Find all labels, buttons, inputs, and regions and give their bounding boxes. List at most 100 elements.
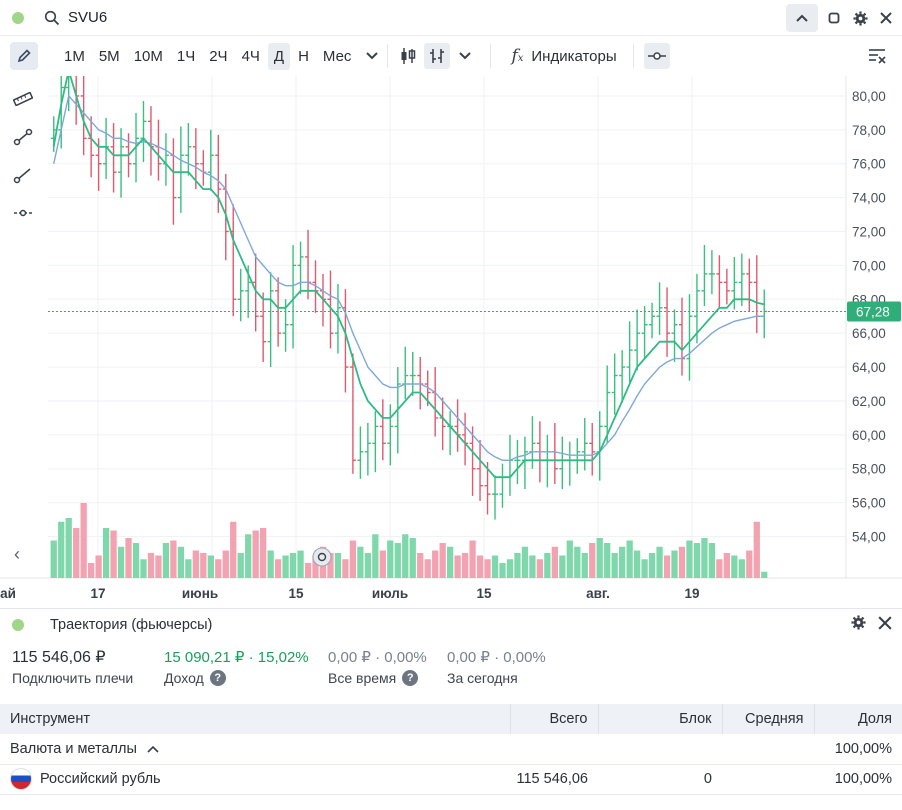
collapse-tools-arrow[interactable]: ‹ (14, 544, 20, 564)
help-icon[interactable]: ? (402, 670, 419, 686)
today-value: 0,00 ₽ · 0,00% (447, 649, 546, 666)
ohlc-bar (514, 439, 521, 484)
period-button[interactable]: 2Ч (209, 47, 228, 65)
draw-tool-button[interactable] (10, 42, 38, 70)
x-tick-label: 15 (476, 586, 492, 601)
ohlc-bar (746, 258, 753, 312)
volume-bar (566, 540, 573, 578)
ohlc-bar (267, 272, 274, 368)
instruments-table: Инструмент Всего Блок Средняя Доля Валют… (0, 704, 902, 795)
today-stat: 0,00 ₽ · 0,00% За сегодня (447, 648, 546, 686)
bar-chart-type-button[interactable] (424, 43, 451, 69)
y-tick-label: 74,00 (852, 191, 886, 206)
ohlc-bar (88, 116, 95, 178)
y-tick-label: 64,00 (852, 360, 886, 375)
indicators-button[interactable]: fx Индикаторы (505, 46, 622, 66)
column-header-instrument[interactable]: Инструмент (0, 704, 511, 734)
ohlc-bar (372, 411, 379, 473)
ruler-tool[interactable] (10, 88, 36, 110)
table-row[interactable]: Российский рубль 115 546,06 0 100,00% (0, 764, 902, 795)
settings-button[interactable] (850, 4, 870, 32)
period-button[interactable]: 1М (64, 47, 85, 65)
volume-bar (50, 540, 57, 578)
collapse-button[interactable] (786, 4, 818, 32)
portfolio-title[interactable]: Траектория (фьючерсы) (50, 616, 213, 633)
crosshair-icon (647, 52, 666, 60)
volume-bar (207, 555, 214, 578)
top-bar: SVU6 (0, 0, 902, 36)
price-chart[interactable]: 80,00 78,00 76,00 74,00 72,00 70,00 68,00 66,00… (0, 76, 902, 606)
volume-bar (222, 550, 229, 578)
ray-tool[interactable] (10, 164, 36, 186)
search-icon[interactable] (44, 10, 60, 26)
total-value: 115 546,06 ₽ (12, 649, 106, 666)
ohlc-bar (462, 412, 469, 466)
total-cell: 115 546,06 (510, 764, 598, 795)
ohlc-bar (140, 101, 147, 163)
chart-toolbar: 1М 5М 10М 1Ч 2Ч 4Ч Д Н Мес fx Индикаторы (0, 36, 902, 76)
trend-line-tool[interactable] (10, 126, 36, 148)
period-button[interactable]: Н (298, 47, 309, 65)
help-icon[interactable]: ? (209, 670, 226, 686)
volume-bar (132, 543, 140, 578)
ohlc-bar (492, 475, 499, 520)
ohlc-bar (260, 292, 267, 362)
ohlc-bar (499, 463, 506, 508)
volume-bar (514, 553, 521, 578)
volume-bar (761, 571, 768, 578)
group-row[interactable]: Валюта и металлы 100,00% (0, 734, 902, 765)
volume-bar (701, 538, 708, 578)
maximize-button[interactable] (824, 4, 844, 32)
volume-bar (65, 518, 72, 578)
ohlc-bar (604, 365, 611, 444)
close-button[interactable] (876, 4, 896, 32)
volume-bar (245, 534, 252, 578)
toolbar-divider (387, 44, 389, 68)
volume-bar (409, 538, 416, 578)
last-price-label: 67,28 (856, 304, 890, 319)
period-button[interactable]: Д (267, 42, 291, 70)
price-chart-svg[interactable]: 80,0078,0076,0074,0072,0070,0068,0066,00… (0, 76, 902, 606)
volume-bar (484, 559, 491, 578)
ohlc-bar (656, 282, 663, 335)
x-tick-label: ай (0, 586, 16, 601)
horizontal-line-tool[interactable] (10, 202, 36, 224)
volume-bar (708, 543, 716, 578)
y-tick-label: 56,00 (852, 496, 886, 511)
volume-bar (297, 550, 304, 578)
close-icon[interactable] (878, 615, 892, 630)
period-button[interactable]: Мес (322, 47, 352, 65)
column-header-share[interactable]: Доля (814, 704, 902, 734)
clear-drawings-button[interactable] (868, 48, 886, 67)
period-button[interactable]: 4Ч (241, 47, 260, 65)
ohlc-bar (177, 126, 184, 213)
group-cell[interactable]: Валюта и металлы (0, 734, 814, 765)
ohlc-bar (731, 256, 738, 310)
column-header-block[interactable]: Блок (598, 704, 723, 734)
ohlc-bar (275, 277, 282, 347)
gear-icon[interactable] (851, 615, 866, 630)
period-button[interactable]: 1Ч (176, 47, 196, 65)
ticker-symbol[interactable]: SVU6 (68, 9, 108, 26)
chevron-down-icon[interactable] (365, 51, 379, 61)
volume-bar (469, 540, 476, 578)
period-button[interactable]: 5М (98, 47, 120, 65)
crosshair-button[interactable] (643, 43, 670, 69)
volume-bar (499, 563, 506, 578)
share-cell: 100,00% (814, 764, 902, 795)
ohlc-bar (192, 128, 199, 190)
volume-bar (656, 546, 663, 578)
column-header-total[interactable]: Всего (510, 704, 599, 734)
portfolio-panel-header: Траектория (фьючерсы) (0, 608, 902, 640)
volume-bar (671, 550, 678, 578)
ohlc-bar (477, 439, 484, 501)
candlestick-icon[interactable] (398, 46, 418, 66)
column-header-average[interactable]: Средняя (722, 704, 815, 734)
y-tick-label: 60,00 (852, 428, 886, 443)
y-tick-label: 72,00 (852, 225, 886, 240)
period-button[interactable]: 10М (133, 47, 163, 65)
chevron-down-icon[interactable] (458, 51, 472, 61)
leverage-link[interactable]: Подключить плечи (12, 670, 134, 686)
volume-bar (604, 543, 611, 578)
volume-bar (716, 559, 723, 578)
